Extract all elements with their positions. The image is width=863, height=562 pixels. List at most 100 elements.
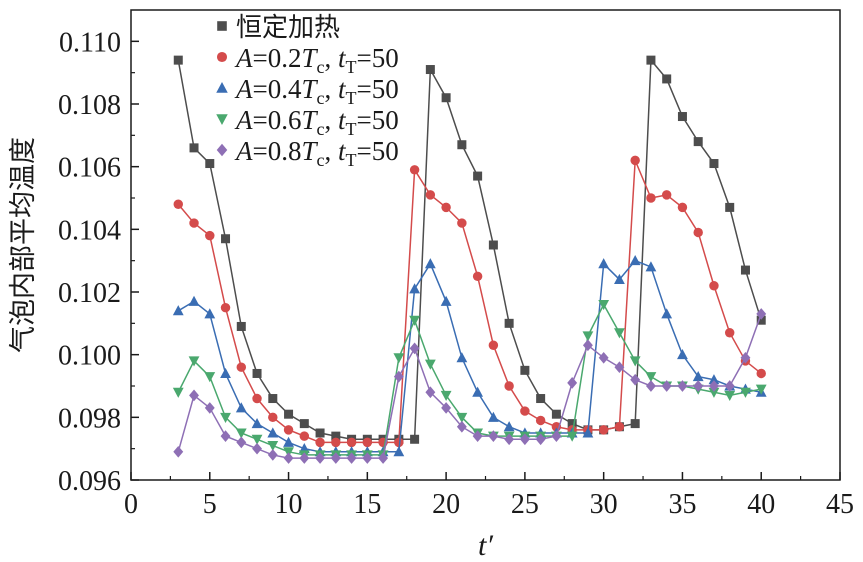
y-tick-label: 0.098	[58, 403, 121, 434]
x-axis: 0 5 10 15 20 25 30 35 40 45	[124, 472, 854, 520]
legend-label-part: =50	[357, 105, 399, 135]
legend-label-part: t	[338, 136, 347, 166]
data-point	[252, 393, 262, 404]
data-point	[661, 190, 672, 200]
legend-label: A=0.6Tc​, tT​=50	[234, 105, 399, 139]
data-point	[457, 218, 467, 228]
data-point	[425, 386, 436, 399]
legend-entry-5: A=0.8Tc​, tT​=50	[216, 136, 399, 170]
legend-label-part: ,	[325, 136, 339, 166]
legend-label-part: t	[338, 43, 347, 73]
x-tick-label: 20	[432, 489, 460, 520]
x-tick-label: 35	[668, 489, 696, 520]
data-point	[283, 452, 294, 464]
legend-label-part: =0.4	[253, 74, 302, 104]
data-point	[315, 452, 326, 464]
legend-entry-3: A=0.4Tc​, tT​=50	[216, 74, 399, 108]
data-point	[488, 340, 499, 350]
data-point	[331, 437, 341, 448]
legend-label-part: A	[234, 74, 253, 104]
legend-marker	[216, 114, 228, 125]
data-point	[173, 55, 183, 65]
data-point	[220, 367, 231, 378]
data-point	[283, 425, 294, 435]
data-point	[740, 351, 751, 364]
data-point	[740, 387, 751, 398]
data-point	[519, 433, 530, 446]
data-point	[205, 159, 215, 169]
data-point	[220, 430, 231, 442]
legend-label: 恒定加热	[236, 13, 340, 43]
data-point	[740, 265, 750, 275]
legend-label-part: =50	[357, 136, 399, 166]
data-point	[188, 295, 200, 306]
legend-label-part: ,	[325, 105, 339, 135]
y-axis-title: 气泡内部平均温度	[8, 137, 39, 353]
data-point	[251, 434, 263, 445]
data-point	[172, 387, 184, 398]
data-point	[441, 202, 451, 213]
data-point	[551, 409, 561, 419]
data-point	[724, 380, 735, 392]
legend-label-part: T	[346, 57, 357, 77]
legend-label-part: T	[346, 150, 357, 170]
data-point	[424, 359, 436, 370]
data-point	[551, 430, 562, 442]
data-point	[488, 240, 498, 250]
data-point	[661, 308, 673, 319]
data-point	[267, 441, 279, 452]
data-point	[709, 159, 719, 169]
legend-label-part: =50	[357, 43, 399, 73]
data-point	[630, 155, 640, 166]
data-point	[567, 419, 577, 429]
data-point	[709, 281, 719, 291]
series-2	[173, 155, 766, 448]
legend-label-part: t	[338, 105, 347, 135]
data-point	[662, 74, 672, 84]
y-tick-label: 0.108	[58, 90, 121, 121]
y-tick-label: 0.102	[58, 278, 121, 309]
data-point	[614, 422, 625, 432]
data-point	[346, 437, 357, 448]
series-5	[173, 308, 767, 464]
data-point	[252, 442, 262, 455]
data-point	[394, 437, 404, 448]
data-point	[456, 420, 467, 433]
data-point	[362, 437, 373, 448]
data-point	[425, 190, 436, 200]
data-point	[472, 386, 484, 397]
data-point	[488, 430, 499, 442]
legend-label-part: =0.6	[253, 105, 302, 135]
data-point	[692, 370, 704, 382]
data-point	[472, 430, 483, 442]
data-point	[755, 384, 767, 395]
data-point	[598, 351, 609, 364]
data-point	[598, 300, 610, 311]
data-point	[677, 380, 688, 392]
legend-label-part: t	[338, 74, 347, 104]
data-point	[724, 328, 735, 338]
data-point	[441, 402, 452, 414]
legend-label: A=0.2Tc​, tT​=50	[234, 43, 399, 77]
y-tick-label: 0.110	[59, 27, 121, 58]
series-layer	[172, 55, 767, 464]
data-point	[220, 302, 231, 313]
data-point	[409, 315, 420, 326]
data-point	[456, 352, 468, 363]
data-point	[614, 273, 625, 284]
data-point	[693, 227, 703, 238]
data-point	[677, 202, 688, 213]
data-point	[629, 255, 641, 266]
data-point	[205, 230, 215, 241]
data-point	[315, 437, 325, 448]
legend-label-part: T	[301, 74, 318, 104]
data-point	[646, 193, 656, 203]
legend-label-part: T	[346, 119, 357, 139]
data-point	[646, 55, 656, 65]
data-point	[661, 380, 672, 392]
data-point	[645, 380, 656, 392]
legend-marker	[216, 51, 228, 63]
legend-label-part: =0.2	[253, 43, 302, 73]
